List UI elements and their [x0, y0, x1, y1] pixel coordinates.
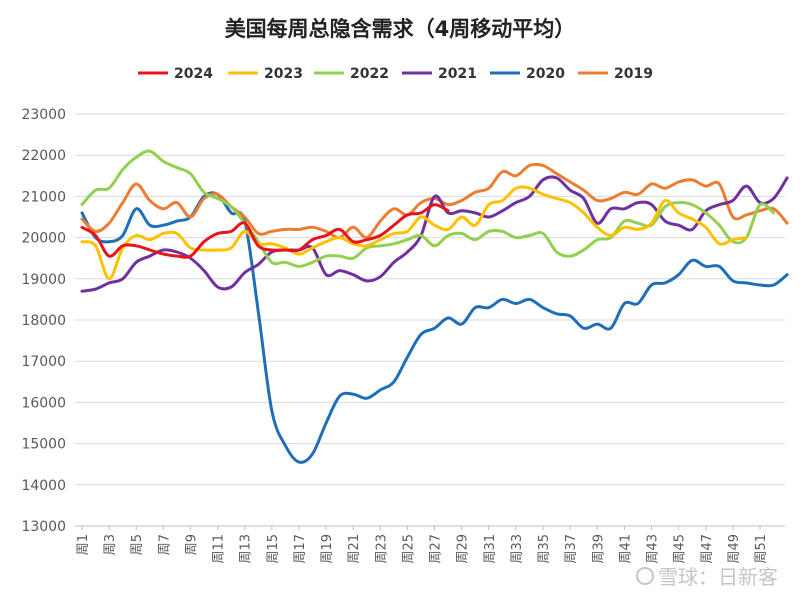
x-tick-label: 周43	[646, 534, 661, 564]
x-tick-label: 周1	[76, 534, 91, 555]
legend-label-2020: 2020	[526, 66, 565, 82]
series-line-2021	[80, 175, 789, 293]
x-tick-label: 周11	[212, 534, 227, 564]
y-tick-label: 17000	[21, 354, 66, 370]
chart-title: 美国每周总隐含需求（4周移动平均）	[225, 17, 576, 41]
legend-label-2023: 2023	[264, 66, 303, 82]
x-tick-label: 周19	[320, 534, 335, 564]
x-tick-label: 周17	[293, 534, 308, 564]
y-tick-label: 23000	[21, 107, 66, 123]
x-tick-label: 周51	[754, 534, 769, 564]
series-line-2022	[80, 149, 776, 268]
y-tick-label: 13000	[21, 519, 66, 535]
x-tick-label: 周5	[130, 534, 145, 555]
legend-label-2022: 2022	[350, 66, 389, 82]
x-tick-label: 周3	[103, 534, 118, 555]
y-tick-label: 21000	[21, 189, 66, 205]
snowball-logo-icon	[636, 566, 654, 585]
grid	[75, 113, 785, 527]
x-tick-label: 周23	[374, 534, 389, 564]
x-tick-label: 周39	[591, 534, 606, 564]
watermark-text: 雪球：日新客	[658, 565, 778, 589]
legend-label-2021: 2021	[438, 66, 477, 82]
y-tick-label: 14000	[21, 478, 66, 494]
x-tick-label: 周25	[401, 534, 416, 564]
y-tick-label: 19000	[21, 272, 66, 288]
y-axis: 13000 14000 15000 16000 17000 18000 19000 20000…	[21, 107, 66, 535]
series-lines	[80, 149, 789, 464]
watermark: 雪球：日新客	[636, 561, 778, 590]
x-tick-label: 周15	[266, 534, 281, 564]
y-tick-label: 22000	[21, 148, 66, 164]
y-tick-label: 16000	[21, 395, 66, 411]
x-tick-label: 周41	[618, 534, 633, 564]
legend-label-2019: 2019	[614, 66, 653, 82]
x-tick-label: 周31	[483, 534, 498, 564]
x-tick-label: 周45	[673, 534, 688, 564]
x-tick-label: 周9	[184, 534, 199, 555]
y-tick-label: 20000	[21, 231, 66, 247]
series-line-2024	[80, 203, 450, 259]
x-tick-label: 周33	[510, 534, 525, 564]
series-line-2020	[80, 191, 789, 464]
x-tick-label: 周47	[700, 534, 715, 564]
x-tick-label: 周13	[239, 534, 254, 564]
x-tick-label: 周27	[429, 534, 444, 564]
legend-label-2024: 2024	[174, 66, 213, 82]
x-tick-label: 周29	[456, 534, 471, 564]
y-tick-label: 18000	[21, 313, 66, 329]
series-line-2023	[80, 185, 748, 281]
x-axis: 周1 周3 周5 周7 周9 周11 周13 周15 周17 周19 周21 周23 周25 周27 周29…	[76, 526, 769, 564]
x-tick-label: 周37	[564, 534, 579, 564]
legend: 2024 2023 2022 2021 2020 2019	[138, 66, 653, 82]
x-tick-label: 周35	[537, 534, 552, 564]
x-tick-label: 周7	[157, 534, 172, 555]
y-tick-label: 15000	[21, 437, 66, 453]
x-tick-label: 周21	[347, 534, 362, 564]
x-tick-label: 周49	[727, 534, 742, 564]
